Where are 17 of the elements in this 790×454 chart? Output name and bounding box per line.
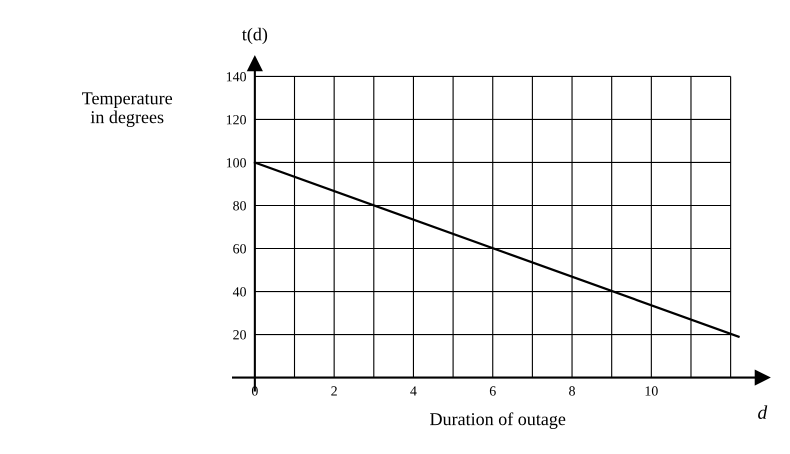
x-axis-title: Duration of outage xyxy=(430,412,566,429)
y-tick-label: 80 xyxy=(233,201,246,210)
text: d xyxy=(758,405,768,420)
y-tick-label: 40 xyxy=(232,287,246,296)
y-tick-label: 100 xyxy=(226,158,246,168)
text: t(d) xyxy=(242,28,268,44)
y-tick-label: 120 xyxy=(226,115,246,124)
y-axis-title: Temperature in degrees xyxy=(82,92,172,127)
x-tick-label: 6 xyxy=(490,386,496,396)
x-tick-label: 10 xyxy=(646,386,658,396)
x-tick-label: 0 xyxy=(252,386,258,396)
x-tick-label: 8 xyxy=(569,386,575,396)
y-tick-label: 20 xyxy=(233,330,246,340)
x-tick-label: 2 xyxy=(331,386,337,396)
x-tick-label: 4 xyxy=(410,386,417,396)
y-tick-label: 60 xyxy=(233,244,246,254)
y-tick-label: 140 xyxy=(226,72,246,82)
